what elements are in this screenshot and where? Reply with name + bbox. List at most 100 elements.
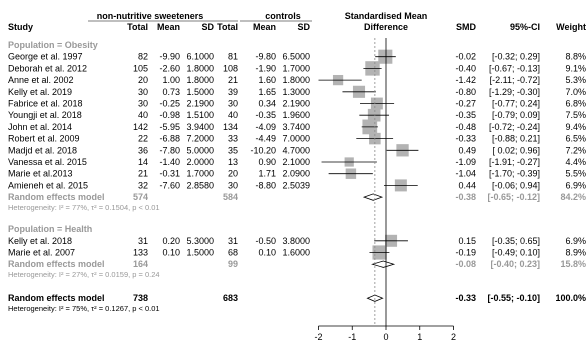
cell-mean-ctrl: 1.65 (258, 87, 276, 97)
cell-sd-exp: 2.1900 (186, 99, 214, 109)
subgroup-pooled-smd: -0.38 (455, 192, 476, 202)
study-label: Youngji et al. 2018 (8, 110, 82, 120)
header-total-exp: Total (127, 22, 148, 32)
cell-total-ctrl: 134 (223, 122, 238, 132)
cell-total-ctrl: 33 (228, 134, 238, 144)
cell-weight: 6.5% (565, 134, 586, 144)
cell-weight: 9.4% (565, 122, 586, 132)
cell-mean-exp: -0.31 (159, 169, 180, 179)
cell-weight: 7.0% (565, 87, 586, 97)
cell-weight: 5.5% (565, 169, 586, 179)
cell-total-exp: 142 (133, 122, 148, 132)
header-weight: Weight (556, 22, 586, 32)
cell-smd: -0.48 (455, 122, 476, 132)
subgroup-label: Population = Obesity (8, 40, 98, 50)
cell-total-ctrl: 108 (223, 63, 238, 73)
header-sd-exp: SD (201, 22, 214, 32)
cell-mean-ctrl: 0.34 (258, 99, 276, 109)
subgroup-pooled-total-ctrl: 584 (223, 192, 238, 202)
subgroup-label: Population = Health (8, 224, 92, 234)
cell-mean-exp: -6.88 (159, 134, 180, 144)
subgroup-pooled-weight: 84.2% (560, 192, 586, 202)
cell-total-exp: 133 (133, 248, 148, 258)
cell-weight: 8.9% (565, 248, 586, 258)
subgroup-heterogeneity: Heterogeneity: I² = 77%, τ² = 0.1504, p … (8, 203, 160, 212)
cell-mean-exp: -9.90 (159, 52, 180, 62)
cell-sd-ctrl: 7.0000 (282, 134, 310, 144)
cell-mean-exp: 0.73 (162, 87, 180, 97)
cell-total-exp: 32 (138, 180, 148, 190)
cell-sd-ctrl: 2.1000 (282, 157, 310, 167)
cell-total-ctrl: 30 (228, 99, 238, 109)
cell-smd: -0.27 (455, 99, 476, 109)
study-label: Marie et al. 2007 (8, 248, 75, 258)
cell-sd-exp: 1.8000 (186, 75, 214, 85)
cell-weight: 6.8% (565, 99, 586, 109)
x-tick-label: -2 (314, 332, 322, 342)
cell-smd: -0.02 (455, 52, 476, 62)
cell-weight: 8.8% (565, 52, 586, 62)
cell-mean-ctrl: -10.20 (250, 145, 276, 155)
cell-total-ctrl: 35 (228, 145, 238, 155)
study-label: John et al. 2014 (8, 122, 72, 132)
cell-ci: [-2.11; -0.72] (490, 75, 540, 85)
subgroup-pooled-weight: 15.8% (560, 259, 586, 269)
subgroup-pooled-label: Random effects model (8, 192, 105, 202)
cell-mean-ctrl: -4.49 (255, 134, 276, 144)
cell-smd: -0.19 (455, 248, 476, 258)
header-effect: Standardised Mean (345, 11, 428, 21)
cell-total-ctrl: 20 (228, 169, 238, 179)
cell-sd-ctrl: 3.8000 (282, 236, 310, 246)
x-tick-label: 0 (383, 332, 388, 342)
cell-mean-exp: -7.60 (159, 180, 180, 190)
x-tick-label: 1 (417, 332, 422, 342)
cell-mean-exp: 0.10 (162, 248, 180, 258)
cell-weight: 6.9% (565, 236, 586, 246)
study-label: Anne et al. 2002 (8, 75, 74, 85)
study-label: Madjd et al. 2018 (8, 145, 77, 155)
header-group-ctrl: controls (265, 11, 301, 21)
cell-weight: 9.1% (565, 63, 586, 73)
header-effect-2: Difference (364, 22, 408, 32)
cell-ci: [-1.91; -0.27] (489, 157, 540, 167)
cell-mean-ctrl: -8.80 (255, 180, 276, 190)
study-label: Vanessa et al. 2015 (8, 157, 87, 167)
overall-heterogeneity: Heterogeneity: I² = 75%, τ² = 0.1267, p … (8, 304, 160, 313)
cell-ci: [-0.77; 0.24] (492, 99, 540, 109)
overall-weight: 100.0% (555, 293, 586, 303)
cell-mean-exp: -7.80 (159, 145, 180, 155)
header-total-ctrl: Total (217, 22, 238, 32)
cell-smd: -1.42 (455, 75, 476, 85)
cell-ci: [-1.29; -0.30] (489, 87, 540, 97)
cell-sd-exp: 1.7000 (186, 169, 214, 179)
subgroup-pooled-total-exp: 574 (133, 192, 148, 202)
cell-total-ctrl: 68 (228, 248, 238, 258)
cell-weight: 4.4% (565, 157, 586, 167)
cell-weight: 5.3% (565, 75, 586, 85)
cell-ci: [-0.88; 0.21] (492, 134, 540, 144)
header-study: Study (8, 22, 33, 32)
cell-mean-exp: 0.20 (162, 236, 180, 246)
header-group-exp: non-nutritive sweeteners (97, 11, 204, 21)
header-sd-ctrl: SD (297, 22, 310, 32)
x-tick-label: 2 (451, 332, 456, 342)
cell-total-exp: 22 (138, 134, 148, 144)
x-tick-label: -1 (348, 332, 356, 342)
overall-total-ctrl: 683 (223, 293, 238, 303)
study-label: Fabrice et al. 2018 (8, 99, 83, 109)
cell-sd-exp: 1.5000 (186, 248, 214, 258)
cell-ci: [-0.32; 0.29] (492, 52, 540, 62)
cell-total-exp: 21 (138, 169, 148, 179)
cell-smd: 0.49 (458, 145, 476, 155)
cell-sd-ctrl: 1.6000 (282, 248, 310, 258)
overall-smd: -0.33 (455, 293, 476, 303)
cell-total-exp: 36 (138, 145, 148, 155)
cell-total-exp: 14 (138, 157, 148, 167)
cell-mean-ctrl: -4.09 (255, 122, 276, 132)
subgroup-pooled-ci: [-0.40; 0.23] (490, 259, 540, 269)
cell-smd: -0.40 (455, 63, 476, 73)
cell-sd-exp: 2.0000 (186, 157, 214, 167)
study-label: Kelly et al. 2018 (8, 236, 72, 246)
cell-weight: 6.9% (565, 180, 586, 190)
